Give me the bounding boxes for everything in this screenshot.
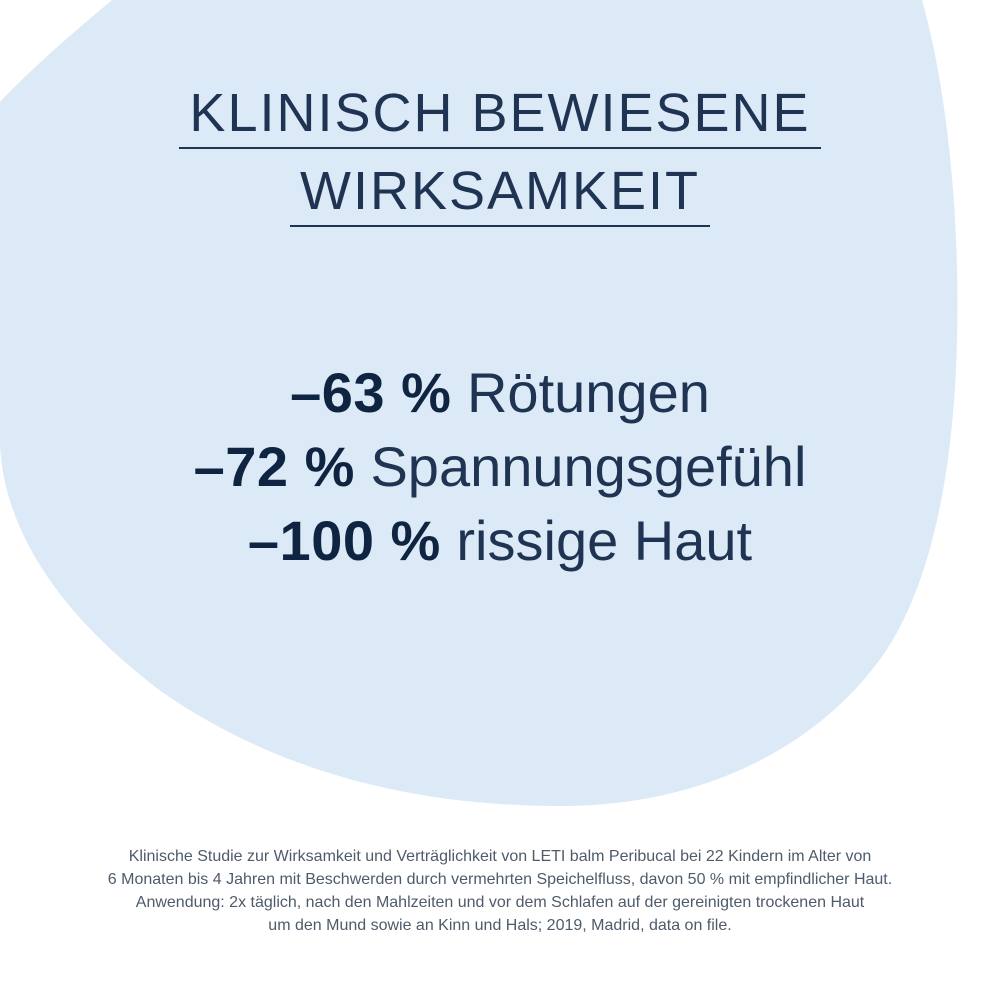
footnote-line-2: 6 Monaten bis 4 Jahren mit Beschwerden d… bbox=[107, 871, 893, 888]
stat-value-cracked-skin: –100 % bbox=[247, 509, 441, 572]
stat-value-redness: –63 % bbox=[290, 361, 452, 424]
footnote-line-1: Klinische Studie zur Wirksamkeit und Ver… bbox=[128, 848, 872, 865]
stat-value-tightness: –72 % bbox=[193, 435, 355, 498]
stat-row-tightness: –72 % Spannungsgefühl bbox=[0, 430, 1000, 504]
footnote-line-3: Anwendung: 2x täglich, nach den Mahlzeit… bbox=[135, 894, 865, 911]
stat-label-redness: Rötungen bbox=[466, 361, 710, 424]
page-title: KLINISCH BEWIESENE WIRKSAMKEIT bbox=[0, 86, 1000, 242]
footnote-line-4: um den Mund sowie an Kinn und Hals; 2019… bbox=[268, 917, 732, 934]
study-footnote: Klinische Studie zur Wirksamkeit und Ver… bbox=[0, 845, 1000, 937]
heading-line-2: WIRKSAMKEIT bbox=[0, 164, 1000, 227]
heading-line-2-text: WIRKSAMKEIT bbox=[289, 164, 711, 227]
statistics-block: –63 % Rötungen –72 % Spannungsgefühl –10… bbox=[0, 356, 1000, 578]
heading-line-1: KLINISCH BEWIESENE bbox=[0, 86, 1000, 149]
heading-line-1-text: KLINISCH BEWIESENE bbox=[179, 86, 821, 149]
stat-label-cracked-skin: rissige Haut bbox=[456, 509, 753, 572]
stat-row-cracked-skin: –100 % rissige Haut bbox=[0, 504, 1000, 578]
stat-row-redness: –63 % Rötungen bbox=[0, 356, 1000, 430]
blob-path bbox=[0, 0, 958, 806]
stat-label-tightness: Spannungsgefühl bbox=[370, 435, 807, 498]
